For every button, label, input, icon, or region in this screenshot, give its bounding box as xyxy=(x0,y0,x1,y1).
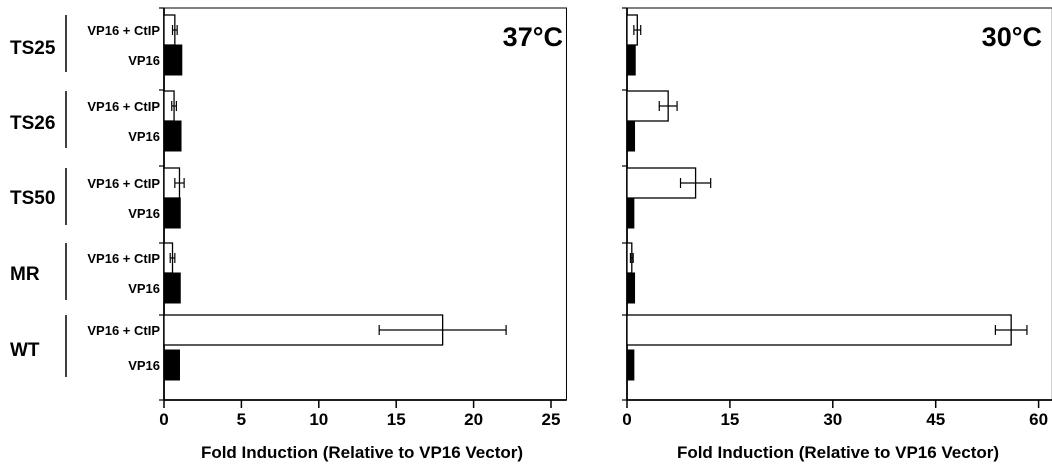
row-label-ctip-ts26: VP16 + CtIP xyxy=(87,99,160,114)
group-label-ts26: TS26 xyxy=(10,113,55,134)
x-tick-label-1-4: 60 xyxy=(1029,410,1048,429)
panel-title-1: 30°C xyxy=(982,22,1042,52)
row-label-ctip-wt: VP16 + CtIP xyxy=(87,323,160,338)
x-tick-label-0-3: 15 xyxy=(387,410,406,429)
row-label-ctip-mr: VP16 + CtIP xyxy=(87,251,160,266)
x-tick-label-0-5: 25 xyxy=(542,410,561,429)
bar-vp16-ts26-1 xyxy=(626,120,636,152)
x-axis-title-1: Fold Induction (Relative to VP16 Vector) xyxy=(677,443,999,462)
bar-vp16-ts26-0 xyxy=(163,120,182,152)
x-tick-label-1-0: 0 xyxy=(622,410,631,429)
bar-ctip-wt-1 xyxy=(626,314,1012,346)
group-label-ts50: TS50 xyxy=(10,188,55,209)
x-tick-label-0-4: 20 xyxy=(464,410,483,429)
bar-vp16-ts25-1 xyxy=(626,44,636,76)
bar-vp16-ts50-0 xyxy=(163,197,181,229)
bar-vp16-ts50-1 xyxy=(626,197,635,229)
x-tick-label-0-2: 10 xyxy=(309,410,328,429)
row-label-vp16-ts50: VP16 xyxy=(128,206,160,221)
bar-vp16-mr-1 xyxy=(626,272,636,304)
x-tick-label-1-1: 15 xyxy=(720,410,739,429)
bar-vp16-wt-1 xyxy=(626,349,635,381)
row-label-vp16-ts26: VP16 xyxy=(128,129,160,144)
bar-vp16-wt-0 xyxy=(163,349,180,381)
x-tick-label-1-3: 45 xyxy=(926,410,945,429)
x-tick-label-0-0: 0 xyxy=(159,410,168,429)
x-axis-title-0: Fold Induction (Relative to VP16 Vector) xyxy=(201,443,523,462)
group-label-wt: WT xyxy=(10,340,40,361)
bar-vp16-mr-0 xyxy=(163,272,181,304)
panel-30c: 0 15 30 45 60 Fold Induction (Relative to VP1… xyxy=(622,7,1052,462)
x-tick-label-0-1: 5 xyxy=(237,410,246,429)
row-label-ctip-ts50: VP16 + CtIP xyxy=(87,176,160,191)
x-tick-label-1-2: 30 xyxy=(823,410,842,429)
bar-vp16-ts25-0 xyxy=(163,44,183,76)
row-label-vp16-ts25: VP16 xyxy=(128,53,160,68)
row-label-vp16-mr: VP16 xyxy=(128,281,160,296)
panel-37c: 0 5 10 15 20 25 Fold Induction (Relative to VP… xyxy=(159,7,567,462)
row-label-ctip-ts25: VP16 + CtIP xyxy=(87,23,160,38)
row-labels-group: TS25 VP16 + CtIP VP16 TS26 VP16 + CtIP VP16 TS… xyxy=(10,15,160,377)
row-label-vp16-wt: VP16 xyxy=(128,358,160,373)
group-label-ts25: TS25 xyxy=(10,38,56,59)
panel-title-0: 37°C xyxy=(503,22,563,52)
group-label-mr: MR xyxy=(10,264,40,285)
